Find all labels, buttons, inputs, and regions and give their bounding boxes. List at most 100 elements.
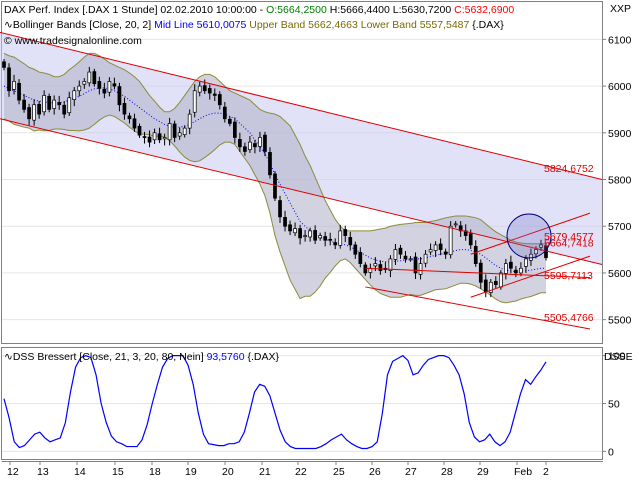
candle-body: [509, 261, 513, 269]
dss-right-label: DSSE: [604, 351, 633, 363]
annotation-label: 5664,7418: [544, 238, 594, 250]
candle-body: [162, 137, 167, 140]
candle-body: [248, 141, 252, 150]
header-close: C:5632,6900: [451, 4, 514, 16]
candle-body: [283, 216, 287, 227]
candle-body: [333, 242, 338, 246]
price-right-label: XXP: [610, 3, 631, 15]
candle-body: [243, 146, 247, 152]
x-tick-label: 18: [149, 466, 161, 478]
candle-body: [167, 123, 172, 141]
price-tick-label: 5600: [608, 268, 632, 280]
x-tick-label: 22: [295, 466, 307, 478]
price-candles: [2, 58, 548, 298]
candle-body: [423, 253, 428, 264]
candle-body: [428, 249, 433, 253]
candle-body: [473, 245, 478, 264]
x-tick-label: 14: [74, 466, 86, 478]
x-tick-label: 13: [37, 466, 49, 478]
candle-body: [227, 118, 232, 124]
candle-body: [343, 229, 348, 236]
candle-body: [453, 223, 458, 226]
candle-body: [263, 134, 267, 152]
candle-body: [47, 96, 52, 110]
candle-body: [363, 264, 368, 274]
candle-body: [524, 258, 528, 267]
dss-value: 93,5760: [204, 351, 245, 363]
candle-body: [443, 251, 448, 255]
short-channel-lower: [470, 255, 591, 298]
candle-body: [293, 228, 297, 234]
dss-header: ∿DSS Bressert [Close, 21, 3, 20, 80, Nei…: [4, 351, 279, 363]
candle-body: [468, 233, 473, 246]
candle-body: [303, 235, 307, 237]
x-axis: 12 13 14 15 18 19 20 21 22 25 26 27 28 29 Feb 2: [7, 461, 549, 478]
bands-upper: Upper Band 5662,4663: [246, 19, 358, 31]
candle-body: [187, 113, 192, 129]
candle-body: [52, 99, 57, 109]
annotation-label: 5824,6752: [544, 163, 594, 175]
candle-body: [192, 90, 197, 113]
candle-body: [378, 264, 383, 271]
support-line: [365, 267, 591, 279]
candle-body: [258, 137, 262, 147]
candle-body: [519, 267, 523, 274]
candle-body: [233, 121, 237, 138]
candle-body: [278, 200, 282, 218]
candle-body: [72, 90, 77, 100]
x-tick-label: 12: [7, 466, 19, 478]
candle-body: [358, 252, 363, 264]
channel-lower-line: [0, 118, 603, 266]
candle-body: [308, 230, 312, 238]
candle-body: [32, 104, 36, 121]
candle-body: [539, 244, 543, 248]
candle-body: [488, 281, 493, 293]
candle-body: [323, 236, 328, 241]
candle-body: [207, 88, 212, 94]
x-tick-label: 15: [112, 466, 124, 478]
candle-body: [67, 97, 72, 114]
candle-body: [177, 132, 182, 137]
price-tick-label: 5500: [608, 315, 632, 327]
candle-body: [222, 106, 227, 120]
dss-gridlines: [2, 355, 602, 452]
candle-body: [413, 256, 418, 274]
candle-body: [132, 118, 137, 129]
candle-body: [117, 86, 122, 106]
candle-body: [7, 67, 11, 92]
dss-suffix: {.DAX}: [245, 351, 280, 363]
header-high: H:5666,4400: [327, 4, 390, 16]
header-instrument: DAX Perf. Index [.DAX 1 Stunde] 02.02.20…: [4, 4, 266, 16]
candle-body: [438, 243, 443, 250]
highlight-circle: [506, 213, 552, 259]
x-tick-label: Feb: [514, 466, 532, 478]
candle-body: [463, 230, 468, 236]
candle-body: [403, 255, 408, 260]
candle-body: [182, 127, 187, 136]
candle-body: [318, 235, 323, 239]
price-tick-label: 6000: [608, 81, 632, 93]
trend-lines: [0, 31, 603, 330]
candle-body: [22, 99, 26, 110]
upper-band-line: [3, 52, 546, 245]
price-y-axis: 5500 5600 5700 5800 5900 6000 6100: [602, 34, 632, 327]
candle-body: [27, 107, 31, 120]
candle-body: [157, 133, 162, 141]
x-tick-label: 26: [369, 466, 381, 478]
candle-body: [37, 103, 41, 115]
candle-body: [97, 81, 102, 89]
candle-body: [82, 81, 87, 85]
lower-support-line: [365, 286, 591, 330]
bands-values: Upper Band 5662,4663 Lower Band 5557,548…: [246, 19, 469, 31]
x-tick-label: 19: [185, 466, 197, 478]
candle-body: [483, 279, 488, 292]
candle-body: [197, 85, 202, 93]
header-line2: ∿Bollinger Bands [Close, 20, 2] Mid Line…: [4, 19, 504, 31]
candle-body: [62, 104, 67, 115]
bands-icon: ∿: [4, 19, 13, 31]
dss-name: DSS Bressert [Close, 21, 3, 20, 80, Nein…: [13, 351, 204, 363]
candle-body: [17, 82, 21, 101]
candle-body: [514, 269, 518, 274]
